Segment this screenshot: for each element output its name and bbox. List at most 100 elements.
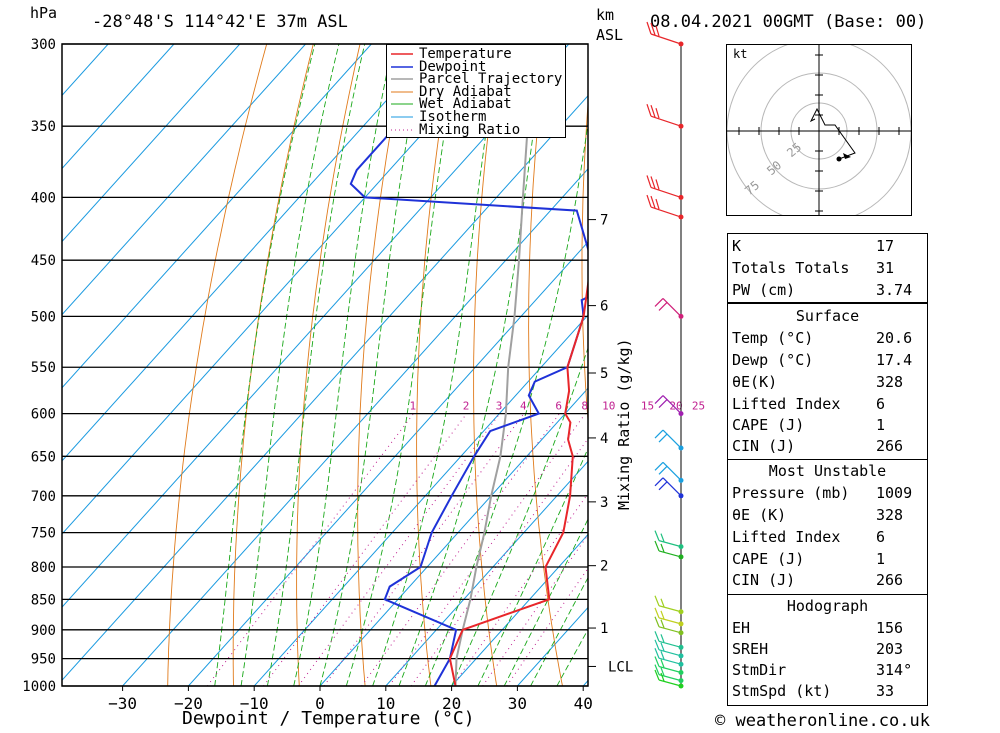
- pressure-tick-label: 550: [31, 360, 56, 376]
- hodo-value: 156: [876, 619, 904, 637]
- mixing-ratio-label: 25: [692, 400, 705, 413]
- wind-barb-icon: [654, 395, 682, 415]
- isotherm-line: [62, 44, 306, 316]
- surface-value: 17.4: [876, 351, 913, 369]
- isotherm-line: [188, 241, 588, 686]
- km-tick-label: 5: [600, 366, 608, 382]
- index-value: 31: [876, 259, 895, 277]
- dry-adiabat-line: [966, 44, 1000, 686]
- km-tick-label: 4: [600, 431, 608, 447]
- x-tick-label: 40: [574, 694, 593, 713]
- mixing-ratio-label: 8: [581, 400, 588, 413]
- legend-dry-adiabat: Dry Adiabat: [419, 84, 512, 100]
- dry-adiabat-line: [920, 44, 1000, 686]
- isotherm-line: [62, 44, 175, 170]
- isotherm-line: [62, 95, 588, 681]
- mixing-ratio-label: 15: [641, 400, 654, 413]
- km-tick-label: 1: [600, 621, 608, 637]
- wind-barb-icon: [654, 648, 682, 665]
- isotherm-line: [385, 460, 588, 686]
- wind-barb-icon: [654, 616, 682, 634]
- wet-adiabat-line: [266, 44, 366, 686]
- legend-parcel: Parcel Trajectory: [419, 71, 563, 87]
- dry-adiabat-line: [528, 44, 563, 686]
- surface-value: 20.6: [876, 329, 913, 347]
- wind-barb-icon: [646, 194, 682, 218]
- dry-adiabat-line: [416, 44, 454, 686]
- mu-param: CIN (J): [732, 571, 796, 589]
- wet-adiabat-line: [214, 44, 316, 686]
- plot-frame: [61, 43, 589, 687]
- hodo-param: StmDir: [732, 661, 787, 679]
- mixing-ratio-line: [410, 437, 588, 686]
- mixing-ratio-line: [263, 413, 468, 686]
- pressure-tick-label: 350: [31, 119, 56, 135]
- pressure-tick-label: 1000: [22, 679, 56, 695]
- surface-param: CIN (J): [732, 437, 796, 455]
- wind-barb-icon: [646, 175, 682, 198]
- dry-adiabat-line: [581, 98, 588, 426]
- mu-value: 1: [876, 550, 886, 568]
- wind-barb-icon: [654, 639, 682, 657]
- parcel-trajectory-line: [454, 44, 537, 686]
- wind-barb-icon: [654, 631, 682, 648]
- mixing-ratio-line: [323, 413, 525, 686]
- mixing-ratio-axis-label: Mixing Ratio (g/kg): [615, 338, 633, 510]
- surface-title: Surface: [795, 307, 860, 325]
- isotherm-line: [62, 44, 438, 462]
- wind-barb-icon: [654, 297, 682, 317]
- index-name: PW (cm): [732, 281, 796, 299]
- index-value: 17: [876, 237, 895, 255]
- dewpoint-line: [349, 44, 588, 686]
- km-tick-label: 6: [600, 299, 608, 315]
- location-title: -28°48'S 114°42'E 37m ASL: [92, 12, 348, 32]
- wind-barb-icon: [654, 530, 682, 548]
- mu-value: 1009: [876, 484, 913, 502]
- most-unstable-title: Most Unstable: [768, 462, 887, 480]
- isotherm-line: [62, 44, 241, 243]
- footer-credit[interactable]: © weatheronline.co.uk: [715, 711, 930, 731]
- wet-adiabat-line: [451, 346, 588, 686]
- pressure-unit-label: hPa: [30, 4, 58, 22]
- x-tick-label: −30: [108, 694, 137, 713]
- pressure-tick-label: 800: [31, 560, 56, 576]
- pressure-tick-label: 750: [31, 526, 56, 542]
- hodo-param: EH: [732, 619, 751, 637]
- surface-param: θE(K): [732, 373, 778, 391]
- km-tick-label: 2: [600, 559, 608, 575]
- pressure-tick-label: 850: [31, 592, 56, 608]
- wet-adiabat-line: [372, 44, 500, 686]
- mixing-ratio-label: 6: [555, 400, 562, 413]
- wind-barb-icon: [654, 461, 682, 481]
- index-value: 3.74: [876, 281, 913, 299]
- height-unit-km: km: [596, 6, 615, 24]
- x-tick-label: 0: [315, 694, 325, 713]
- mu-param: Lifted Index: [732, 528, 841, 546]
- surface-param: CAPE (J): [732, 416, 805, 434]
- pressure-tick-label: 300: [31, 37, 56, 53]
- wind-barb-icon: [654, 669, 682, 687]
- wind-barb-icon: [654, 477, 682, 497]
- pressure-tick-label: 450: [31, 253, 56, 269]
- hodo-param: StmSpd (kt): [732, 682, 832, 700]
- wind-level-dot: [678, 123, 684, 129]
- wet-adiabat-line: [503, 518, 588, 686]
- hodo-value: 33: [876, 682, 895, 700]
- legend-isotherm: Isotherm: [419, 109, 487, 125]
- pressure-tick-label: 900: [31, 623, 56, 639]
- hodograph-panel: kt 25 50 75: [726, 44, 912, 216]
- mu-param: θE (K): [732, 506, 787, 524]
- x-axis-label: Dewpoint / Temperature (°C): [182, 708, 475, 729]
- hodo-value: 314°: [876, 661, 913, 679]
- mixing-ratio-label: 10: [602, 400, 615, 413]
- mixing-ratio-line: [388, 413, 586, 686]
- temperature-line: [448, 277, 588, 686]
- km-tick-label: 3: [600, 495, 608, 511]
- mixing-ratio-label: 20: [669, 400, 682, 413]
- legend-dewpoint: Dewpoint: [419, 59, 487, 75]
- isotherm-line: [319, 387, 588, 686]
- dry-adiabat-line: [232, 44, 314, 686]
- wet-adiabat-line: [293, 44, 394, 686]
- indices-table: K 17 Totals Totals 31 PW (cm) 3.74: [727, 233, 928, 303]
